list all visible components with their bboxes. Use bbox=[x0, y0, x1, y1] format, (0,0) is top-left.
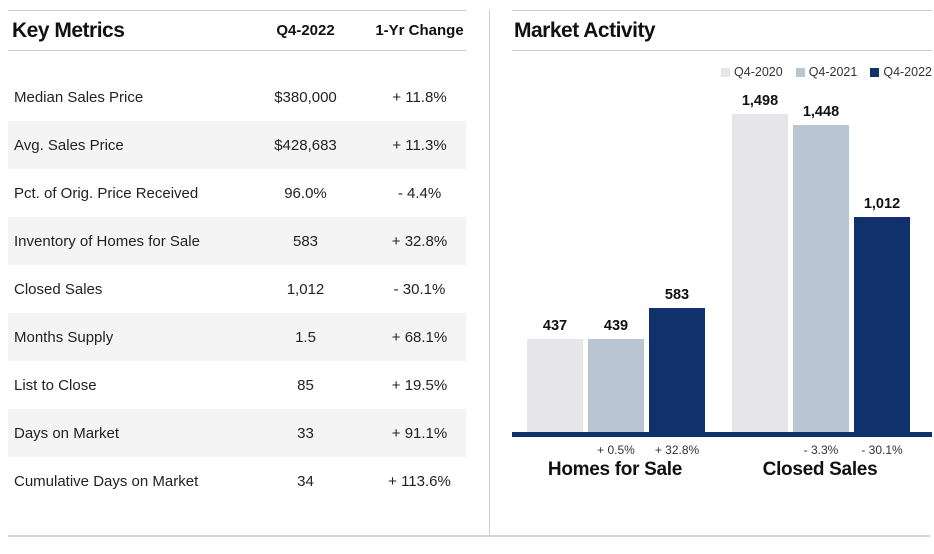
metric-value: 1.5 bbox=[295, 328, 316, 346]
market-activity-panel: Market Activity Q4-2020 Q4-2021 Q4-2022 43… bbox=[512, 10, 932, 535]
bar-value-label: 1,012 bbox=[863, 196, 901, 212]
table-row: Inventory of Homes for Sale 583 + 32.8% bbox=[8, 217, 466, 265]
bar-group: 437 439 + 0.5% 583 + 32.8% bbox=[527, 11, 705, 457]
metric-change: + 68.1% bbox=[391, 328, 448, 346]
bar-slot: 437 bbox=[527, 11, 583, 432]
metric-label: Avg. Sales Price bbox=[14, 136, 124, 154]
metric-value: 583 bbox=[292, 232, 319, 250]
legend-label: Q4-2021 bbox=[808, 65, 858, 79]
metric-change: + 32.8% bbox=[391, 232, 448, 250]
bar-q4-2022 bbox=[854, 217, 910, 432]
table-row: Closed Sales 1,012 - 30.1% bbox=[8, 265, 466, 313]
bar-value-label: 439 bbox=[603, 318, 629, 334]
metrics-rows: Median Sales Price $380,000 + 11.8% Avg. Sa… bbox=[8, 73, 466, 505]
metric-value: 1,012 bbox=[286, 280, 325, 298]
metric-change: - 30.1% bbox=[393, 280, 446, 298]
legend-label: Q4-2020 bbox=[734, 65, 783, 79]
bar-slot: 1,448 - 3.3% bbox=[793, 11, 849, 457]
metric-label: Days on Market bbox=[14, 424, 120, 442]
bar-value-label: 583 bbox=[664, 287, 690, 303]
key-metrics-panel: Key Metrics Q4-2022 1-Yr Change Median S… bbox=[8, 10, 466, 505]
bar-chart: 437 439 + 0.5% 583 + 32.8% Homes for Sale 1,49… bbox=[512, 11, 932, 536]
metric-label: Median Sales Price bbox=[14, 88, 144, 106]
legend-label: Q4-2022 bbox=[883, 65, 932, 79]
bar-pct-change-label: + 0.5% bbox=[597, 443, 635, 457]
metric-label: List to Close bbox=[14, 376, 97, 394]
bar-slot: 1,498 bbox=[732, 11, 788, 432]
market-activity-title: Market Activity bbox=[514, 18, 656, 42]
metric-change: + 19.5% bbox=[391, 376, 448, 394]
legend-swatch-icon bbox=[721, 67, 731, 77]
column-header-change: 1-Yr Change bbox=[375, 22, 464, 39]
legend-swatch-icon bbox=[795, 67, 805, 77]
table-row: Days on Market 33 + 91.1% bbox=[8, 409, 466, 457]
bar-q4-2020 bbox=[732, 114, 788, 432]
key-metrics-title: Key Metrics bbox=[12, 18, 125, 42]
bar-pct-change-label: - 3.3% bbox=[803, 443, 839, 457]
column-header-period: Q4-2022 bbox=[276, 22, 335, 39]
bar-q4-2022 bbox=[649, 308, 705, 432]
legend-item: Q4-2022 bbox=[870, 65, 932, 79]
key-metrics-header: Key Metrics Q4-2022 1-Yr Change bbox=[8, 11, 466, 51]
metric-change: - 4.4% bbox=[397, 184, 442, 202]
x-axis-baseline bbox=[512, 432, 932, 437]
bar-value-label: 437 bbox=[542, 318, 568, 334]
bottom-rule bbox=[8, 535, 930, 537]
table-row: Months Supply 1.5 + 68.1% bbox=[8, 313, 466, 361]
metric-value: 85 bbox=[297, 376, 314, 394]
table-row: Avg. Sales Price $428,683 + 11.3% bbox=[8, 121, 466, 169]
bar-q4-2021 bbox=[793, 125, 849, 432]
bar-q4-2021 bbox=[588, 339, 644, 432]
legend-swatch-icon bbox=[870, 67, 880, 77]
metric-change: + 11.8% bbox=[392, 88, 447, 106]
market-activity-header: Market Activity bbox=[512, 11, 932, 51]
metric-label: Closed Sales bbox=[14, 280, 103, 298]
metric-value: 33 bbox=[297, 424, 314, 442]
table-row: Cumulative Days on Market 34 + 113.6% bbox=[8, 457, 466, 505]
metric-value: $380,000 bbox=[274, 88, 337, 106]
category-label: Homes for Sale bbox=[547, 459, 683, 480]
category-label: Closed Sales bbox=[762, 459, 878, 480]
metric-change: + 113.6% bbox=[388, 472, 451, 490]
bar-value-label: 1,448 bbox=[802, 104, 840, 120]
metric-label: Months Supply bbox=[14, 328, 114, 346]
metric-label: Inventory of Homes for Sale bbox=[14, 232, 200, 250]
bar-slot: 439 + 0.5% bbox=[588, 11, 644, 457]
legend-item: Q4-2021 bbox=[795, 65, 858, 79]
legend-item: Q4-2020 bbox=[721, 65, 783, 79]
metric-change: + 91.1% bbox=[391, 424, 448, 442]
metric-change: + 11.3% bbox=[392, 136, 447, 154]
bar-value-label: 1,498 bbox=[741, 93, 779, 109]
metric-label: Pct. of Orig. Price Received bbox=[14, 184, 199, 202]
metric-value: 96.0% bbox=[284, 184, 327, 202]
vertical-divider bbox=[489, 10, 490, 535]
metric-value: 34 bbox=[297, 472, 314, 490]
bar-slot: 1,012 - 30.1% bbox=[854, 11, 910, 457]
bar-group: 1,498 1,448 - 3.3% 1,012 - 30.1% bbox=[732, 11, 910, 457]
metric-label: Cumulative Days on Market bbox=[14, 472, 199, 490]
bar-slot: 583 + 32.8% bbox=[649, 11, 705, 457]
table-row: List to Close 85 + 19.5% bbox=[8, 361, 466, 409]
bar-pct-change-label: - 30.1% bbox=[861, 443, 903, 457]
table-row: Median Sales Price $380,000 + 11.8% bbox=[8, 73, 466, 121]
metric-value: $428,683 bbox=[274, 136, 337, 154]
table-row: Pct. of Orig. Price Received 96.0% - 4.4% bbox=[8, 169, 466, 217]
chart-legend: Q4-2020 Q4-2021 Q4-2022 bbox=[721, 65, 932, 79]
bar-q4-2020 bbox=[527, 339, 583, 432]
bar-pct-change-label: + 32.8% bbox=[654, 443, 700, 457]
